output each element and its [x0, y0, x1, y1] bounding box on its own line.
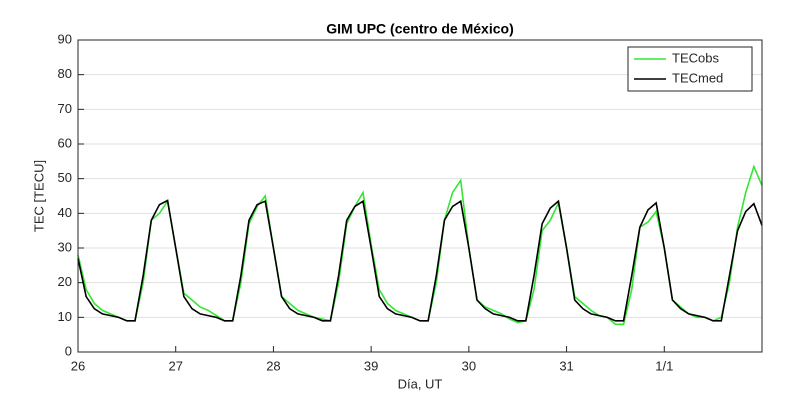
y-axis-label: TEC [TECU]: [31, 160, 46, 232]
x-axis-label: Día, UT: [398, 376, 443, 391]
y-tick-label: 50: [58, 170, 72, 185]
x-tick-label: 26: [71, 358, 85, 373]
legend-box: [627, 46, 753, 92]
x-tick-label: 27: [168, 358, 182, 373]
y-tick-label: 30: [58, 239, 72, 254]
plot-frame: [77, 39, 763, 353]
y-tick-label: 20: [58, 274, 72, 289]
x-tick-label: 30: [462, 358, 476, 373]
chart-title: GIM UPC (centro de México): [326, 21, 513, 37]
y-tick-label: 80: [58, 66, 72, 81]
legend-label: TECobs: [672, 50, 719, 65]
y-tick-label: 40: [58, 205, 72, 220]
y-tick-label: 70: [58, 101, 72, 116]
x-tick-label: 39: [364, 358, 378, 373]
y-tick-label: 10: [58, 309, 72, 324]
legend-label: TECmed: [672, 70, 723, 85]
y-tick-label: 0: [65, 343, 72, 358]
series-line: [77, 199, 763, 322]
x-tick-label: 31: [559, 358, 573, 373]
y-tick-label: 90: [58, 31, 72, 46]
y-tick-label: 60: [58, 135, 72, 150]
x-tick-label: 28: [266, 358, 280, 373]
x-tick-label: 1/1: [655, 358, 673, 373]
